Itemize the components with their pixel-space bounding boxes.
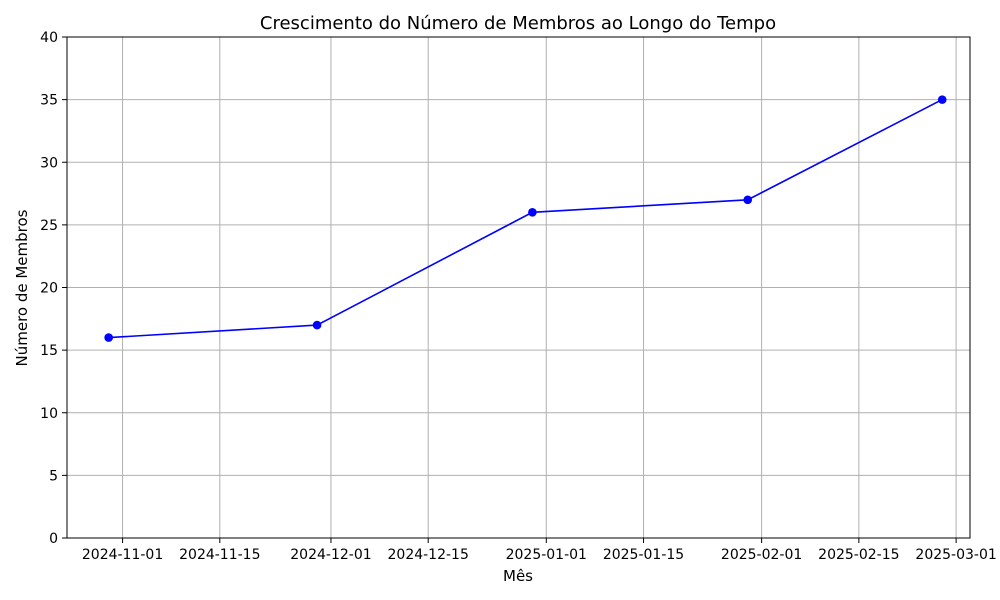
y-tick-label: 40 bbox=[40, 30, 58, 46]
chart-title: Crescimento do Número de Membros ao Long… bbox=[260, 13, 776, 34]
series-layer bbox=[104, 95, 947, 342]
data-point bbox=[937, 95, 947, 104]
x-tick-label: 2025-01-01 bbox=[506, 547, 587, 563]
data-point bbox=[312, 320, 322, 330]
x-tick-label: 2025-01-15 bbox=[603, 547, 684, 563]
x-tick-label: 2025-02-15 bbox=[818, 547, 899, 563]
y-tick-label: 35 bbox=[40, 93, 58, 109]
data-point bbox=[743, 195, 753, 205]
x-axis-label: Mês bbox=[503, 567, 533, 585]
y-tick-label: 0 bbox=[49, 531, 58, 547]
x-tick-label: 2024-12-01 bbox=[290, 547, 371, 563]
x-tick-label: 2024-12-15 bbox=[388, 547, 469, 563]
y-tick-label: 20 bbox=[40, 281, 58, 297]
data-point bbox=[104, 333, 113, 342]
x-tick-label: 2024-11-01 bbox=[82, 547, 163, 563]
y-axis-label: Número de Membros bbox=[13, 209, 31, 366]
y-tick-label: 10 bbox=[40, 406, 58, 422]
x-tick-label: 2024-11-15 bbox=[179, 547, 260, 563]
data-point bbox=[528, 208, 537, 217]
x-tick-label: 2025-03-01 bbox=[915, 547, 996, 563]
y-tick-label: 15 bbox=[40, 343, 58, 359]
grid bbox=[67, 36, 970, 539]
y-tick-label: 25 bbox=[40, 218, 58, 234]
series-line bbox=[108, 98, 943, 339]
axis-ticks: 2024-11-01 2024-11-15 2024-12-01 2024-12-15… bbox=[40, 30, 997, 563]
y-tick-label: 5 bbox=[49, 468, 58, 484]
x-tick-label: 2025-02-01 bbox=[721, 547, 802, 563]
y-tick-label: 30 bbox=[40, 155, 58, 171]
